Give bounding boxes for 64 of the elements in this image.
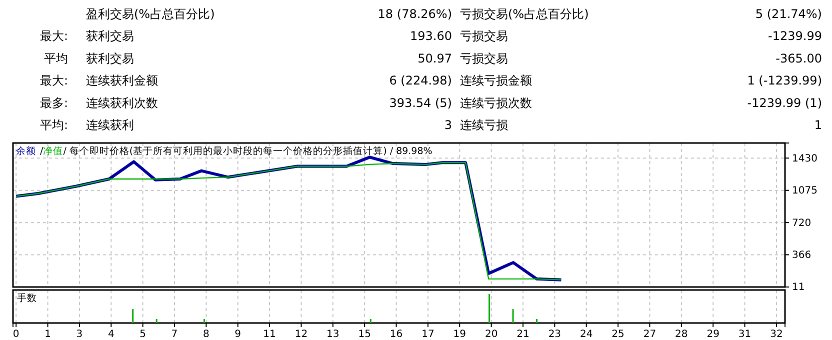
text: 18 (78.26%) bbox=[378, 7, 452, 21]
annotation: / bbox=[40, 146, 44, 157]
text: 6 (224.98) bbox=[389, 74, 452, 88]
x-tick-label: 4 bbox=[108, 329, 114, 340]
x-tick-label: 0 bbox=[12, 329, 20, 340]
text: 盈利交易(%占总百分比) bbox=[86, 7, 215, 21]
x-tick-label: 1 bbox=[44, 329, 51, 340]
text: 平均: bbox=[40, 118, 68, 132]
text: 获利交易 bbox=[86, 51, 134, 66]
x-tick-label: 21 bbox=[516, 329, 530, 340]
x-tick-label: 5 bbox=[140, 329, 146, 340]
x-tick-label: 27 bbox=[643, 329, 656, 340]
y-tick-label: 1075 bbox=[792, 186, 818, 197]
x-tick-label: 23 bbox=[548, 329, 562, 340]
text: 连续获利 bbox=[86, 118, 134, 132]
text: 连续亏损次数 bbox=[460, 96, 532, 110]
text: -1239.99 bbox=[768, 29, 822, 44]
text: 3 bbox=[444, 118, 452, 132]
text: -1239.99 (1) bbox=[747, 96, 822, 110]
x-tick-label: 7 bbox=[171, 329, 178, 340]
x-tick-label: 3 bbox=[76, 329, 83, 340]
text: -365.00 bbox=[776, 51, 822, 66]
x-tick-label: 8 bbox=[202, 329, 210, 340]
y-tick-label: 366 bbox=[792, 250, 812, 261]
text: 连续亏损 bbox=[460, 118, 508, 132]
chart-title: / 每个即时价格(基于所有可利用的最小时段的每一个价格的分形插值计算) / 89.98% bbox=[63, 145, 432, 157]
x-tick-label: 28 bbox=[675, 329, 688, 340]
x-tick-label: 24 bbox=[580, 329, 593, 340]
text: 亏损交易 bbox=[460, 29, 508, 44]
text: 5 (21.74%) bbox=[755, 7, 822, 21]
y-tick-label: 11 bbox=[792, 282, 805, 294]
x-tick-label: 25 bbox=[612, 329, 624, 340]
x-tick-label: 16 bbox=[390, 329, 403, 340]
x-tick-label: 29 bbox=[706, 329, 720, 340]
x-tick-label: 11 bbox=[263, 329, 276, 340]
y-tick-label: 1430 bbox=[792, 153, 818, 164]
text: 亏损交易 bbox=[460, 51, 508, 66]
text: 连续亏损金额 bbox=[460, 74, 532, 88]
x-tick-label: 20 bbox=[484, 329, 498, 340]
text: 净值 bbox=[43, 145, 64, 157]
x-tick-label: 15 bbox=[358, 329, 371, 340]
text: 50.97 bbox=[418, 51, 452, 66]
x-tick-label: 31 bbox=[738, 329, 752, 340]
text: 193.60 bbox=[410, 29, 452, 44]
text: 最大: bbox=[40, 29, 68, 44]
x-tick-label: 17 bbox=[422, 329, 434, 340]
text: 获利交易 bbox=[86, 29, 134, 44]
text: 最大: bbox=[40, 74, 68, 88]
text: 余额 bbox=[16, 145, 36, 157]
text: 平均 bbox=[44, 51, 68, 66]
x-tick-label: 32 bbox=[770, 329, 783, 340]
text: 1 bbox=[814, 118, 822, 132]
text: 连续获利金额 bbox=[86, 74, 158, 88]
x-tick-label: 13 bbox=[326, 329, 340, 340]
text: 393.54 (5) bbox=[389, 96, 452, 110]
text: 亏损交易(%占总百分比) bbox=[460, 7, 589, 21]
x-tick-label: 19 bbox=[453, 329, 466, 340]
text: 最多: bbox=[40, 96, 68, 110]
x-tick-label: 12 bbox=[294, 329, 308, 340]
y-tick-label: 720 bbox=[792, 218, 812, 229]
x-tick-label: 9 bbox=[234, 329, 242, 340]
text: 连续获利次数 bbox=[86, 96, 158, 110]
chart-title: 手数 bbox=[17, 292, 37, 304]
text: 1 (-1239.99) bbox=[747, 74, 822, 88]
